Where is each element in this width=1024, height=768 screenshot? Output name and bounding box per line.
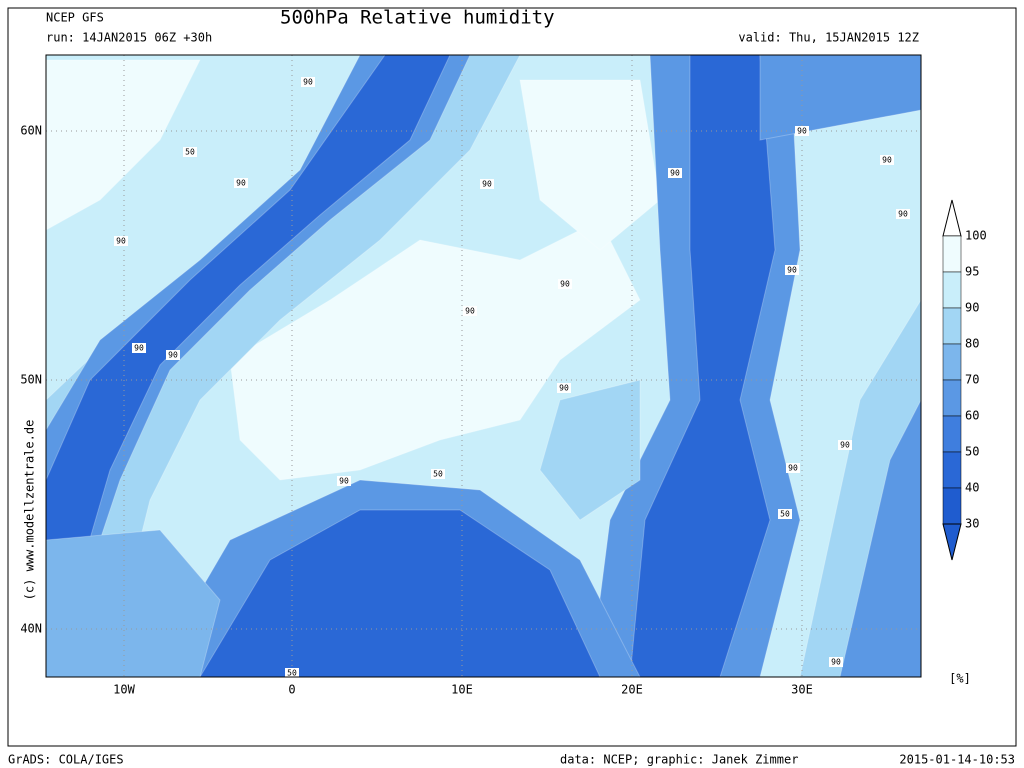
lat-label: 40N: [20, 622, 42, 636]
colorbar-label: 80: [965, 337, 979, 351]
contour-label: 90: [788, 464, 798, 473]
colorbar-arrow: [942, 199, 962, 237]
contour-label-box: [785, 265, 799, 275]
lat-label: 50N: [20, 373, 42, 387]
lon-label: 30E: [791, 683, 813, 697]
colorbar-label: 60: [965, 409, 979, 423]
contour-label-box: [114, 236, 128, 246]
contour-label: 90: [303, 78, 313, 87]
lon-label: 0: [288, 683, 295, 697]
contour-label-box: [166, 350, 180, 360]
colorbar-swatch: [942, 307, 962, 345]
contour-label-box: [480, 179, 494, 189]
contour-label: 90: [787, 266, 797, 275]
contour-label-box: [786, 463, 800, 473]
humidity-area: [46, 55, 451, 641]
humidity-area: [629, 55, 776, 677]
contour-label-box: [337, 476, 351, 486]
contour-label-box: [431, 469, 445, 479]
contour-label-box: [896, 209, 910, 219]
footer-left: GrADS: COLA/IGES: [8, 753, 124, 767]
contour-label: 90: [339, 477, 349, 486]
contour-label: 50: [433, 470, 443, 479]
contour-label-box: [183, 147, 197, 157]
humidity-area: [519, 79, 661, 251]
lon-label: 20E: [621, 683, 643, 697]
colorbar-swatch: [942, 343, 962, 381]
contour-label: 90: [840, 441, 850, 450]
humidity-area: [46, 59, 201, 231]
contour-label: 90: [882, 156, 892, 165]
map-border: [45, 54, 922, 678]
contour-label-box: [285, 668, 299, 677]
valid: valid: Thu, 15JAN2015 12Z: [738, 31, 919, 45]
contour-label: 50: [780, 510, 790, 519]
colorbar-arrow: [942, 523, 962, 561]
colorbar-label: 40: [965, 481, 979, 495]
contour-label: 90: [168, 351, 178, 360]
contour-label-box: [880, 155, 894, 165]
contour-label-box: [668, 168, 682, 178]
colorbar-label: 95: [965, 265, 979, 279]
colorbar-swatch: [942, 235, 962, 273]
colorbar-swatch: [942, 271, 962, 309]
contour-label: 90: [898, 210, 908, 219]
colorbar-swatch: [942, 487, 962, 525]
colorbar-label: 100: [965, 229, 987, 243]
colorbar-swatch: [942, 379, 962, 417]
colorbar-swatch: [942, 451, 962, 489]
contour-label: 90: [797, 127, 807, 136]
humidity-area: [839, 399, 921, 677]
contour-label-box: [778, 509, 792, 519]
frame: [7, 7, 1017, 747]
footer-center: data: NCEP; graphic: Janek Zimmer: [560, 753, 798, 767]
colorbar-label: 50: [965, 445, 979, 459]
humidity-area: [759, 55, 921, 141]
colorbar-label: 90: [965, 301, 979, 315]
contour-label: 90: [116, 237, 126, 246]
contour-label-box: [829, 657, 843, 667]
contour-label: 90: [560, 280, 570, 289]
contour-label-box: [301, 77, 315, 87]
lon-label: 10E: [451, 683, 473, 697]
lon-label: 10W: [113, 683, 135, 697]
contour-label-box: [463, 306, 477, 316]
map: 90 50 90 90 90 90 90 90 90 90 50 90 90 90 90 90 90 90 90 50…: [46, 55, 921, 678]
humidity-area: [46, 529, 221, 677]
title: 500hPa Relative humidity: [280, 7, 555, 29]
contour-label-box: [558, 279, 572, 289]
colorbar-label: 70: [965, 373, 979, 387]
lat-label: 60N: [20, 124, 42, 138]
model: NCEP GFS: [46, 11, 104, 25]
colorbar-swatch: [942, 415, 962, 453]
contour-label-box: [132, 343, 146, 353]
contour-label: 90: [670, 169, 680, 178]
run: run: 14JAN2015 06Z +30h: [46, 31, 212, 45]
contour-label: 50: [287, 669, 297, 678]
contour-label: 90: [236, 179, 246, 188]
contour-label-box: [838, 440, 852, 450]
contour-label: 90: [465, 307, 475, 316]
credit: (c) www.modellzentrale.de: [23, 420, 37, 601]
colorbar-label: 30: [965, 517, 979, 531]
unit: [%]: [949, 672, 971, 686]
contour-label-box: [557, 383, 571, 393]
footer-right: 2015-01-14-10:53: [899, 753, 1015, 767]
contour-label-box: [795, 126, 809, 136]
contour-label: 50: [185, 148, 195, 157]
contour-label: 90: [559, 384, 569, 393]
humidity-area: [539, 379, 641, 521]
contour-label: 90: [482, 180, 492, 189]
humidity-area: [199, 509, 601, 677]
contour-label-box: [234, 178, 248, 188]
humidity-area: [229, 219, 641, 481]
contour-label: 90: [134, 344, 144, 353]
contour-label: 90: [831, 658, 841, 667]
